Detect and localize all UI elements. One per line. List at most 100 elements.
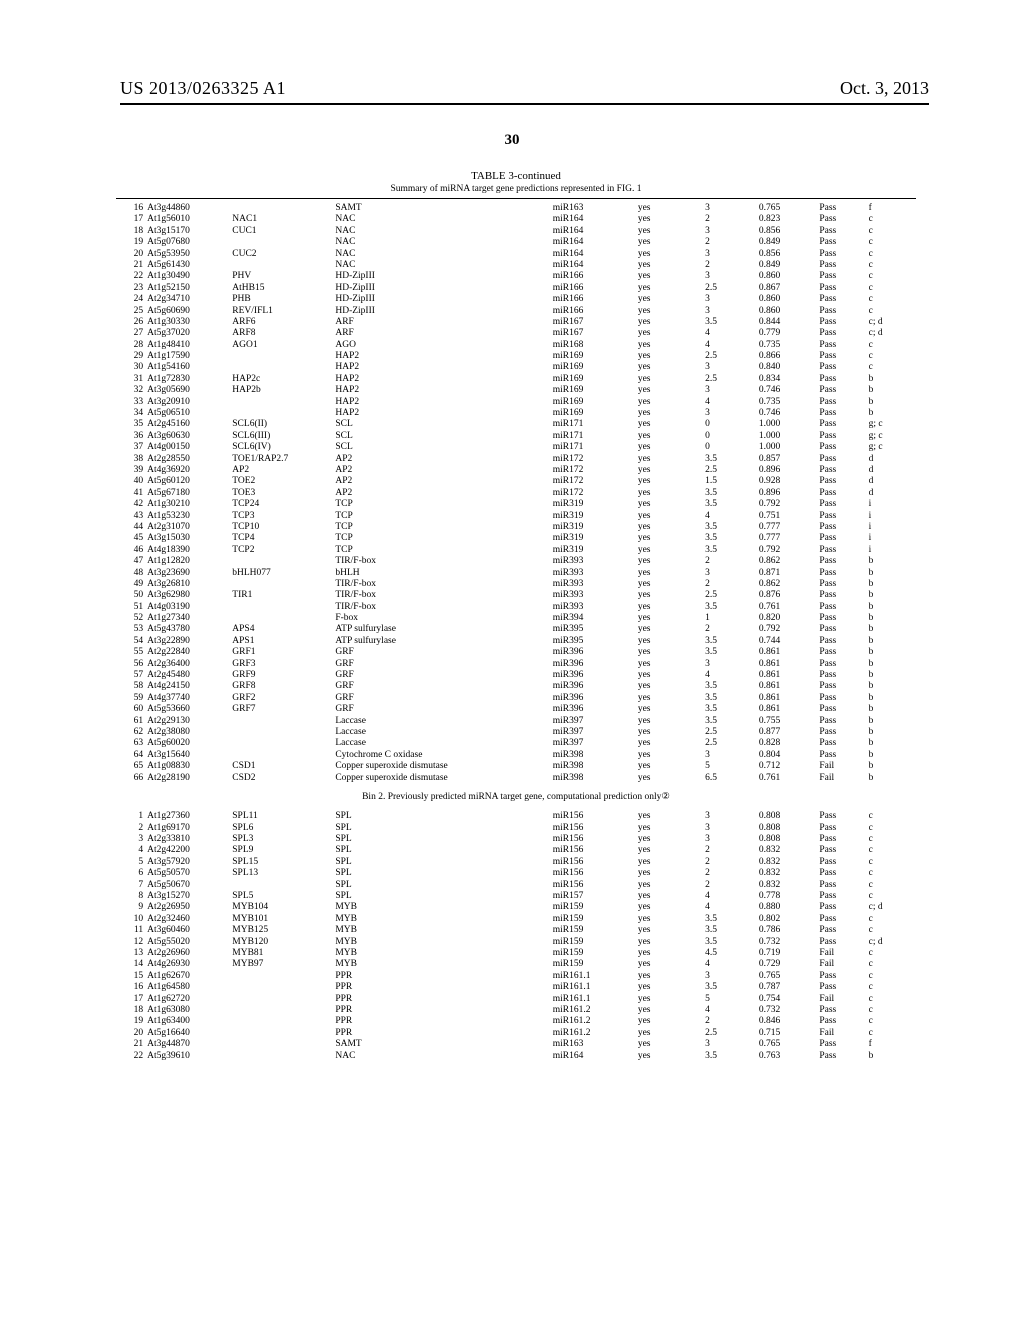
cell: yes	[636, 857, 685, 868]
cell: b	[867, 613, 916, 624]
cell: miR319	[551, 499, 636, 510]
cell: GRF7	[230, 704, 333, 715]
cell: miR161.1	[551, 994, 636, 1005]
cell: At3g22890	[145, 636, 230, 647]
cell: c	[867, 260, 916, 271]
cell: GRF2	[230, 693, 333, 704]
page-number: 30	[0, 132, 1024, 149]
cell: 0.849	[757, 237, 818, 248]
cell: ARF6	[230, 317, 333, 328]
cell: HAP2	[333, 408, 550, 419]
cell: miR169	[551, 351, 636, 362]
cell: yes	[636, 1039, 685, 1050]
cell: yes	[636, 260, 685, 271]
cell: At4g18390	[145, 545, 230, 556]
cell: Pass	[817, 647, 866, 658]
cell: yes	[636, 340, 685, 351]
cell: yes	[636, 294, 685, 305]
cell: At3g57920	[145, 857, 230, 868]
cell: 2	[685, 579, 757, 590]
cell: Pass	[817, 488, 866, 499]
cell: c	[867, 857, 916, 868]
cell: b	[867, 624, 916, 635]
table-row: 36At3g60630SCL6(III)SCLmiR171yes01.000Pa…	[116, 431, 916, 442]
cell: yes	[636, 397, 685, 408]
cell: 0.860	[757, 271, 818, 282]
cell: At2g26960	[145, 948, 230, 959]
cell: 9	[116, 902, 145, 913]
cell: At1g52150	[145, 283, 230, 294]
cell: Pass	[817, 1005, 866, 1016]
cell: yes	[636, 419, 685, 430]
cell: yes	[636, 374, 685, 385]
cell: Pass	[817, 294, 866, 305]
cell: 1.000	[757, 442, 818, 453]
table-row: 24At2g34710PHBHD-ZipIIImiR166yes30.860Pa…	[116, 294, 916, 305]
cell: 22	[116, 271, 145, 282]
cell: 3.5	[685, 982, 757, 993]
cell: SPL3	[230, 834, 333, 845]
cell: REV/IFL1	[230, 306, 333, 317]
cell: c	[867, 306, 916, 317]
cell: b	[867, 738, 916, 749]
cell: c; d	[867, 937, 916, 948]
cell: TOE2	[230, 476, 333, 487]
cell: Pass	[817, 727, 866, 738]
cell: yes	[636, 590, 685, 601]
cell: miR164	[551, 237, 636, 248]
table-row: 48At3g23690bHLH077bHLHmiR393yes30.871Pas…	[116, 568, 916, 579]
table-row: 41At5g67180TOE3AP2miR172yes3.50.896Passd	[116, 488, 916, 499]
cell: 3.5	[685, 716, 757, 727]
cell: yes	[636, 317, 685, 328]
cell: 2.5	[685, 465, 757, 476]
cell: 4	[685, 891, 757, 902]
cell: 14	[116, 959, 145, 970]
cell: yes	[636, 249, 685, 260]
cell: c	[867, 340, 916, 351]
cell: Pass	[817, 937, 866, 948]
cell: Fail	[817, 773, 866, 784]
cell: At1g64580	[145, 982, 230, 993]
cell: TCP3	[230, 511, 333, 522]
cell: miR393	[551, 568, 636, 579]
cell: SPL9	[230, 845, 333, 856]
cell: Pass	[817, 374, 866, 385]
table-row: 52At1g27340F-boxmiR394yes10.820Passb	[116, 613, 916, 624]
cell: 2	[685, 857, 757, 868]
cell: miR159	[551, 937, 636, 948]
cell: miR396	[551, 659, 636, 670]
cell: Cytochrome C oxidase	[333, 750, 550, 761]
cell: c	[867, 237, 916, 248]
cell: At1g48410	[145, 340, 230, 351]
cell: 4.5	[685, 948, 757, 959]
cell: GRF	[333, 693, 550, 704]
cell: At5g60690	[145, 306, 230, 317]
cell: Fail	[817, 1028, 866, 1039]
cell: miR156	[551, 857, 636, 868]
cell: 3	[685, 568, 757, 579]
cell: 0.896	[757, 488, 818, 499]
cell: NAC1	[230, 214, 333, 225]
cell: miR157	[551, 891, 636, 902]
cell: Pass	[817, 1051, 866, 1062]
cell: Pass	[817, 1016, 866, 1027]
cell: b	[867, 385, 916, 396]
cell: Pass	[817, 465, 866, 476]
cell: 3.5	[685, 647, 757, 658]
cell: 44	[116, 522, 145, 533]
cell: 0.765	[757, 203, 818, 214]
cell: GRF9	[230, 670, 333, 681]
cell: Pass	[817, 670, 866, 681]
cell: yes	[636, 624, 685, 635]
table-row: 1At1g27360SPL11SPLmiR156yes30.808Passc	[116, 811, 916, 822]
cell: miR319	[551, 522, 636, 533]
cell: 0.715	[757, 1028, 818, 1039]
cell: miR172	[551, 488, 636, 499]
cell: 0.834	[757, 374, 818, 385]
table-row: 22At5g39610NACmiR164yes3.50.763Passb	[116, 1051, 916, 1062]
cell: c	[867, 948, 916, 959]
cell: NAC	[333, 237, 550, 248]
cell: Pass	[817, 454, 866, 465]
cell: miR166	[551, 271, 636, 282]
cell: c	[867, 351, 916, 362]
